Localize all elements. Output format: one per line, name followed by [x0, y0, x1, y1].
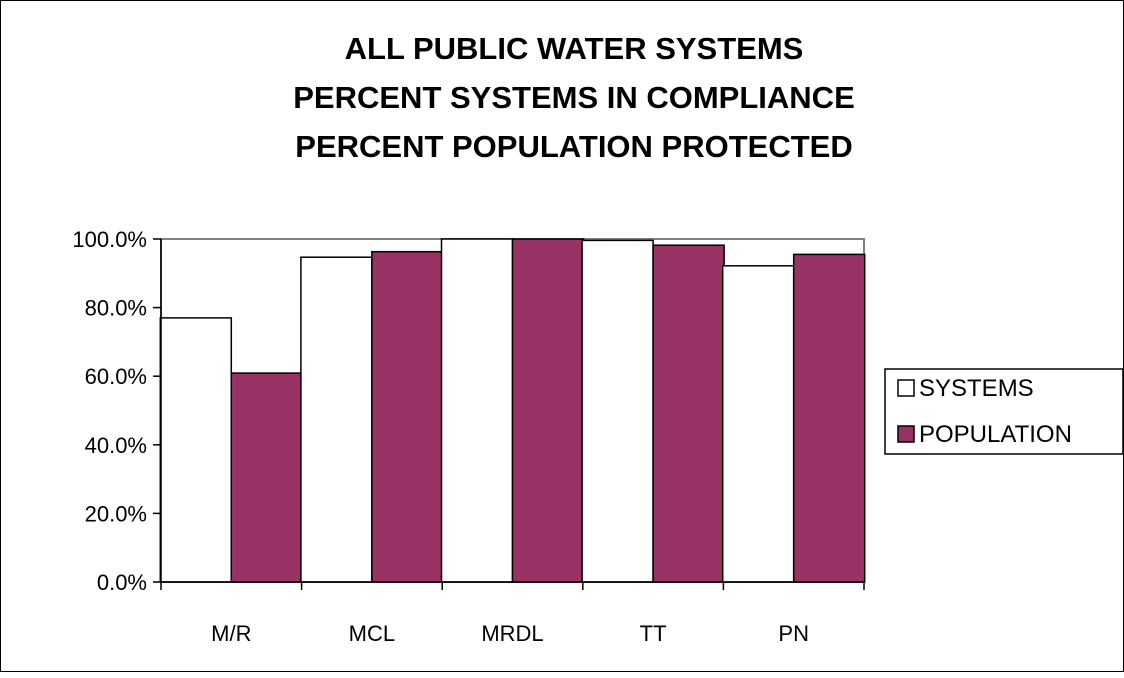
x-tick-label: MCL	[349, 621, 395, 646]
bar-systems-pn	[721, 265, 795, 583]
y-tick-label: 80.0%	[85, 296, 147, 321]
legend-swatch-population	[897, 425, 915, 443]
bar-systems-tt	[581, 239, 654, 583]
bar-population-pn	[792, 253, 866, 583]
y-tick-label: 100.0%	[72, 227, 147, 252]
chart-title-line: PERCENT POPULATION PROTECTED	[295, 129, 852, 164]
bar-population-mcl	[371, 250, 444, 583]
bar-population-tt	[652, 244, 725, 583]
x-tick-label: MRDL	[481, 621, 543, 646]
bar-population-mrdl	[511, 238, 585, 583]
legend-label-population: POPULATION	[919, 421, 1072, 448]
axes: 0.0% 20.0% 40.0% 60.0% 80.0% 100.0% M/R MCL MRDL…	[72, 227, 865, 646]
legend-swatch-systems	[897, 379, 915, 397]
bar-systems-mcl	[300, 256, 373, 583]
bar-systems-mrdl	[440, 238, 514, 583]
y-tick-label: 40.0%	[85, 433, 147, 458]
chart-title: ALL PUBLIC WATER SYSTEMS PERCENT SYSTEMS …	[293, 31, 855, 164]
y-tick-label: 20.0%	[85, 501, 147, 526]
bar-systems-mr	[159, 317, 233, 583]
bar-population-mr	[230, 372, 304, 583]
x-tick-label: PN	[778, 621, 809, 646]
legend-label-systems: SYSTEMS	[919, 375, 1034, 402]
bars	[159, 238, 866, 583]
x-tick-label: TT	[640, 621, 667, 646]
chart-title-line: PERCENT SYSTEMS IN COMPLIANCE	[293, 80, 855, 115]
x-tick-label: M/R	[211, 621, 251, 646]
y-tick-label: 60.0%	[85, 364, 147, 389]
legend-box	[884, 368, 1124, 455]
legend: SYSTEMS POPULATION	[884, 368, 1124, 455]
chart-title-line: ALL PUBLIC WATER SYSTEMS	[345, 31, 804, 66]
y-tick-label: 0.0%	[97, 570, 147, 595]
